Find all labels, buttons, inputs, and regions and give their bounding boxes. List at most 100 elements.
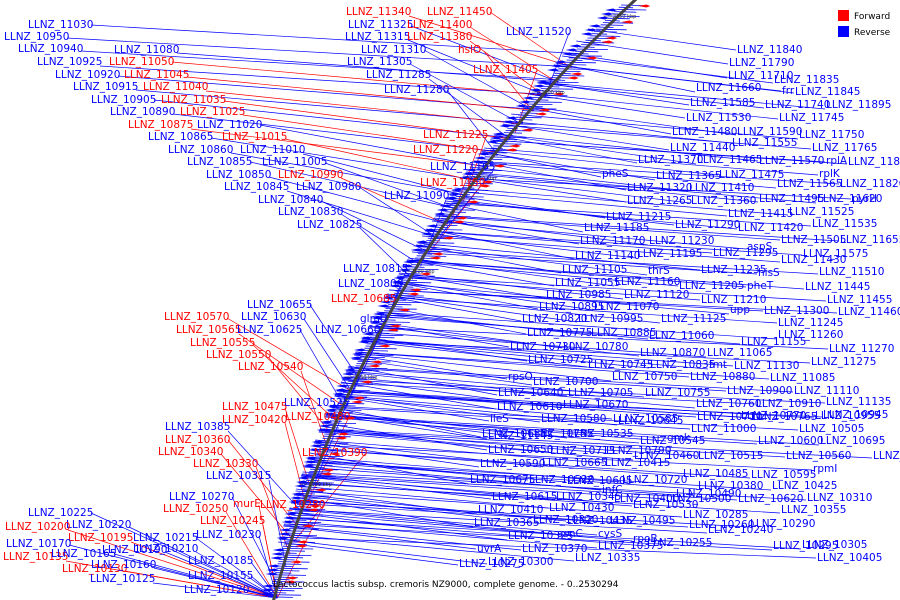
leader-line [465,172,759,203]
forward-gene-arrow [566,76,579,80]
leader-line [325,414,820,446]
leader-line [291,502,689,528]
gene-label-llnz-11740: LLNZ_11740 [765,99,830,111]
reverse-gene-arrow [284,512,297,516]
gene-label-rpla: rplA [826,155,848,167]
leader-line [295,490,683,518]
gene-label-llnz-10250: LLNZ_10250 [163,503,228,515]
gene-label-llnz-11380: LLNZ_11380 [407,31,472,43]
reverse-gene-arrow [283,516,296,520]
gene-label-llnz-10120: LLNZ_10120 [184,584,249,596]
gene-label-llnz-10605: LLNZ_10605 [567,475,632,487]
reverse-gene-arrow [450,188,463,192]
gene-label-llnz-11310: LLNZ_11310 [361,44,426,56]
leader-line [518,104,737,136]
leader-line [306,461,698,490]
reverse-gene-tick [589,35,621,37]
forward-gene-arrow [508,144,521,148]
gene-label-llnz-10915: LLNZ_10915 [73,81,138,93]
reverse-gene-tick [419,251,442,253]
gene-label-llnz-10920: LLNZ_10920 [55,69,120,81]
gene-label-llnz-10285: LLNZ_10285 [683,509,748,521]
reverse-gene-arrow [388,284,401,288]
leader-line [335,393,823,418]
forward-gene-arrow [493,164,506,168]
leader-line [90,512,278,599]
gene-label-llnz-10890: LLNZ_10890 [110,106,175,118]
gene-label-llnz-10370: LLNZ_10370 [522,543,587,555]
leader-line [461,177,852,200]
gene-label-llnz-10190: LLNZ_10190 [102,544,167,556]
gene-label-llnz-11360: LLNZ_11360 [691,195,756,207]
reverse-gene-tick [319,444,340,446]
gene-label-llnz-11465: LLNZ_11465 [697,154,762,166]
gene-label-llnz-11105: LLNZ_11105 [562,264,627,276]
gene-label-llnz-10125: LLNZ_10125 [90,573,155,585]
gene-label-llnz-10980: LLNZ_10980 [296,181,361,193]
leader-line [318,431,634,461]
reverse-gene-tick [314,457,335,460]
gene-label-llnz-11055: LLNZ_11055 [555,277,620,289]
gene-label-llnz-10630: LLNZ_10630 [241,311,306,323]
gene-label-llnz-10610: LLNZ_10610 [497,401,562,413]
gene-label-llnz-10460: LLNZ_10460 [634,450,699,462]
leader-line [343,376,696,409]
leader-line [413,249,819,275]
leader-line [291,500,750,528]
gene-label-llnz-11440: LLNZ_11440 [670,142,735,154]
leader-line [422,235,781,263]
leader-line [152,582,278,599]
leader-line [285,517,802,550]
reverse-gene-tick [483,158,503,160]
gene-label-hiss: hisS [758,267,780,279]
reverse-gene-arrow [393,276,406,280]
leader-line [587,28,737,51]
forward-gene-arrow [314,488,327,492]
reverse-gene-tick [424,242,455,244]
gene-label-llnz-10295: LLNZ_10295 [773,540,838,552]
reverse-gene-tick [330,418,351,420]
reverse-gene-tick [277,563,302,565]
reverse-gene-tick [333,411,353,413]
reverse-gene-arrow [344,368,357,372]
leader-line [292,499,610,523]
gene-label-llnz-10755: LLNZ_10755 [645,387,710,399]
reverse-gene-arrow [260,588,273,592]
reverse-gene-tick [384,310,408,312]
gene-label-llnz-10625: LLNZ_10625 [237,324,302,336]
gene-label-llnz-10365: LLNZ_10365 [474,517,539,529]
reverse-gene-tick [544,83,570,86]
leader-line [284,407,312,492]
reverse-gene-arrow [532,84,545,88]
leader-line [368,326,829,350]
gene-label-llnz-10745: LLNZ_10745 [588,359,653,371]
ruler-tick-label: 2000 kbp [308,482,332,488]
gene-label-llnz-10750: LLNZ_10750 [612,371,677,383]
reverse-gene-tick [570,55,602,57]
gene-label-llnz-10375: LLNZ_10375 [598,540,663,552]
reverse-gene-tick [339,398,359,400]
leader-line [340,213,422,266]
leader-line [374,315,741,345]
gene-label-llnz-10245: LLNZ_10245 [200,515,265,527]
reverse-gene-arrow [259,592,272,596]
leader-line [503,123,670,151]
gene-label-llnz-10385: LLNZ_10385 [165,421,230,433]
gene-label-llnz-10525: LLNZ_10525 [284,397,349,409]
reverse-gene-arrow [565,48,578,52]
reverse-gene-tick [564,61,596,64]
gene-label-llnz-11205: LLNZ_11205 [679,280,744,292]
reverse-gene-arrow [561,52,574,56]
gene-label-llnz-10865: LLNZ_10865 [148,131,213,143]
reverse-gene-arrow [294,484,307,488]
gene-label-llnz-10775: LLNZ_10775 [527,327,592,339]
reverse-gene-tick [459,191,480,193]
leader-line [210,137,479,181]
leader-line [227,430,304,514]
reverse-gene-arrow [580,32,593,36]
gene-label-llnz-11120: LLNZ_11120 [624,289,689,301]
gene-label-llnz-10845: LLNZ_10845 [224,181,289,193]
gene-label-llnz-11135: LLNZ_11135 [826,396,891,408]
leader-line [355,351,690,378]
leader-line [489,11,572,69]
